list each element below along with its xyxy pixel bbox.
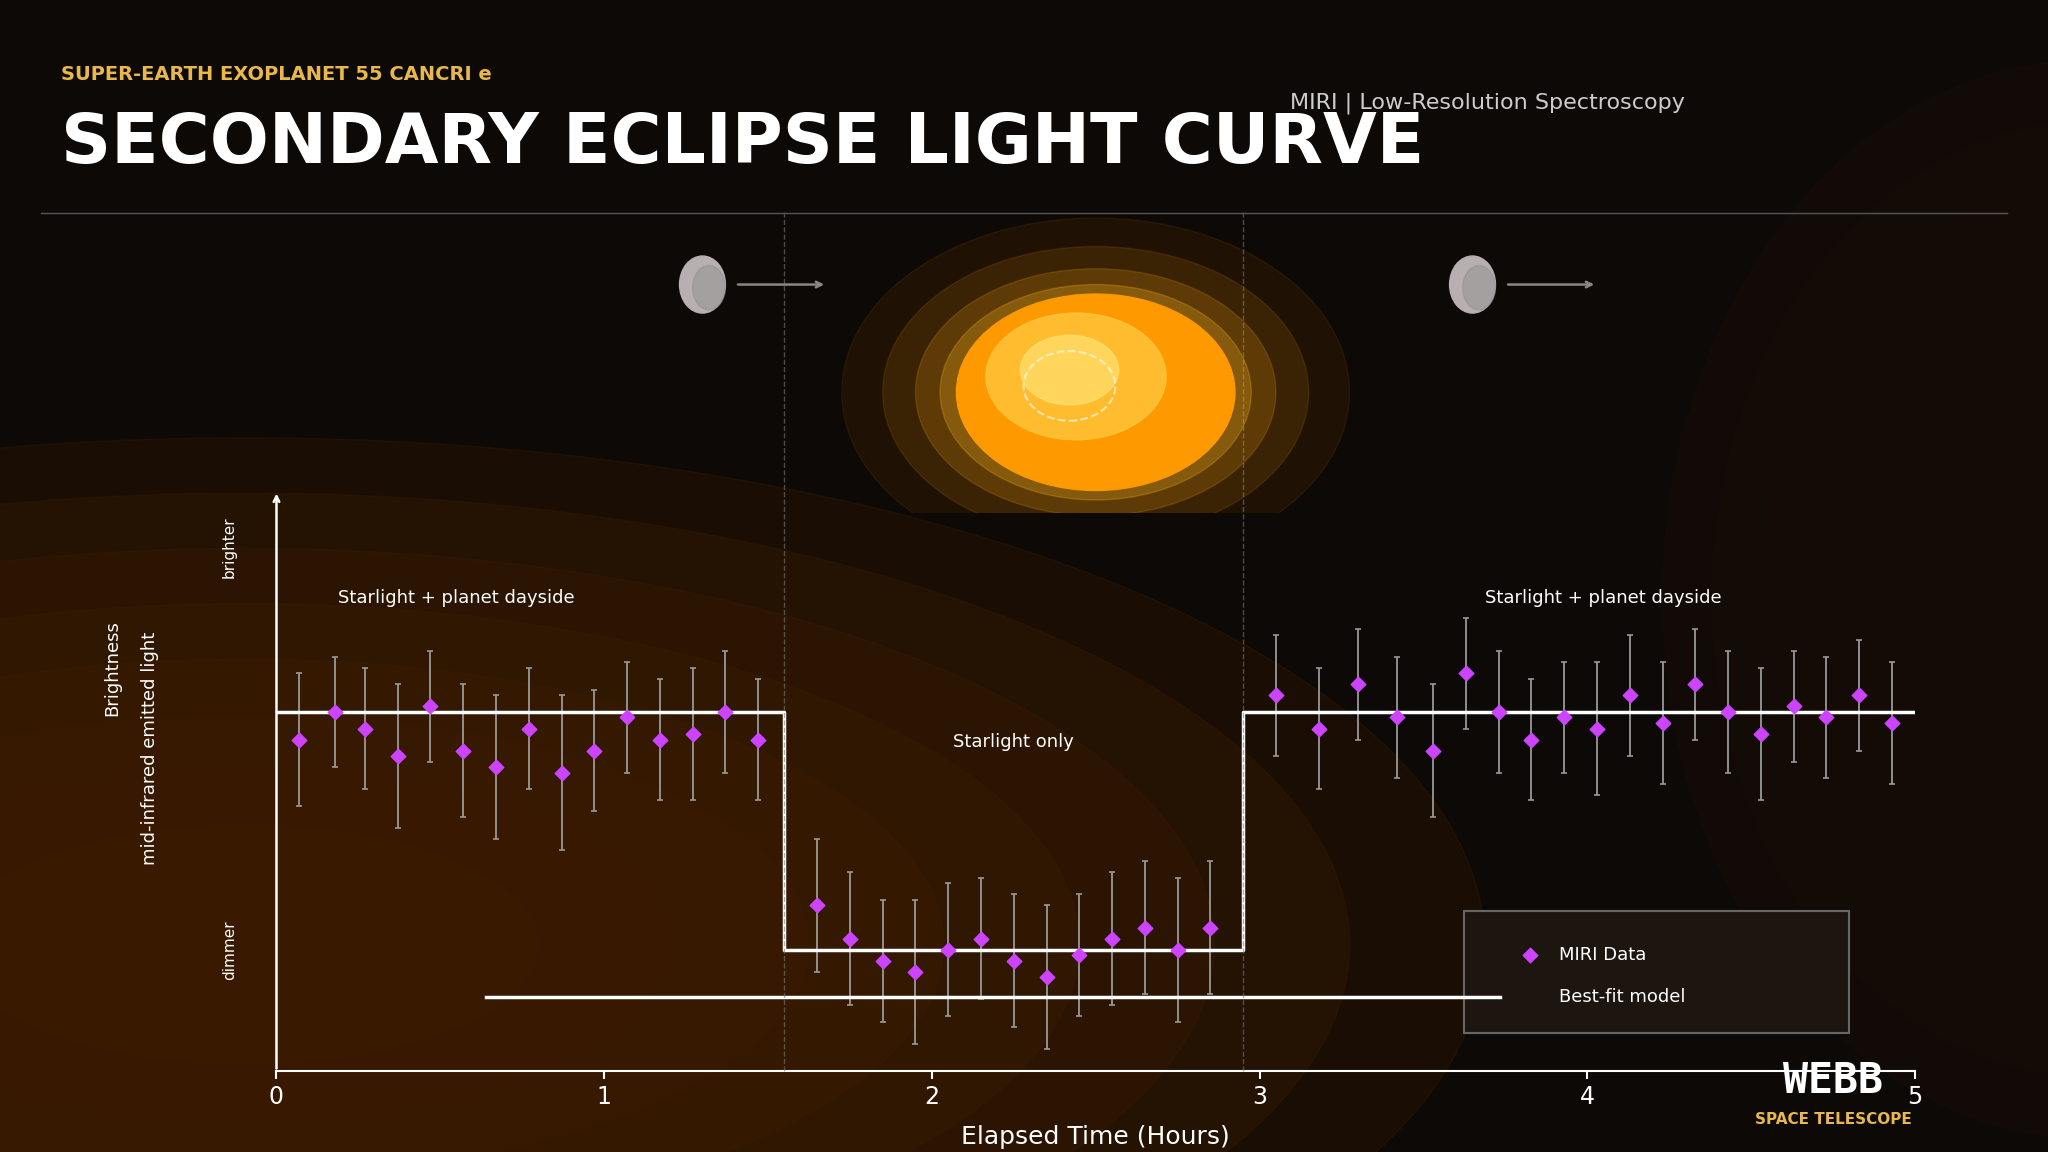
Point [1745, 725, 1778, 743]
Text: brighter: brighter [221, 516, 238, 578]
Ellipse shape [0, 493, 1350, 1152]
Point [283, 730, 315, 749]
Ellipse shape [0, 714, 809, 1152]
Point [1516, 730, 1548, 749]
Point [578, 742, 610, 760]
Point [1483, 703, 1516, 721]
Text: Brightness: Brightness [104, 620, 121, 717]
Point [1843, 687, 1876, 705]
Ellipse shape [1860, 309, 2048, 889]
Point [709, 703, 741, 721]
Point [1810, 708, 1843, 727]
Text: SPACE TELESCOPE: SPACE TELESCOPE [1755, 1112, 1911, 1128]
Ellipse shape [0, 438, 1485, 1152]
Point [381, 746, 414, 765]
Point [1614, 687, 1647, 705]
Ellipse shape [0, 604, 1079, 1152]
Point [512, 719, 545, 737]
Point [1778, 697, 1810, 715]
Point [1030, 968, 1063, 986]
Point [1096, 930, 1128, 948]
Text: SECONDARY ECLIPSE LIGHT CURVE: SECONDARY ECLIPSE LIGHT CURVE [61, 111, 1425, 177]
Point [348, 719, 381, 737]
Text: WEBB: WEBB [1784, 1060, 1882, 1101]
Text: dimmer: dimmer [221, 920, 238, 980]
Ellipse shape [692, 266, 725, 310]
FancyBboxPatch shape [1464, 911, 1849, 1032]
Point [1647, 714, 1679, 733]
Point [643, 730, 676, 749]
Point [965, 930, 997, 948]
Point [741, 730, 774, 749]
Point [1341, 675, 1374, 694]
Point [1876, 714, 1909, 733]
Text: SUPER-EARTH EXOPLANET 55 CANCRI e: SUPER-EARTH EXOPLANET 55 CANCRI e [61, 66, 492, 84]
Point [446, 742, 479, 760]
Point [997, 952, 1030, 970]
Text: MIRI | Low-Resolution Spectroscopy: MIRI | Low-Resolution Spectroscopy [1290, 93, 1686, 114]
Point [479, 758, 512, 776]
Point [1712, 703, 1745, 721]
Point [1128, 918, 1161, 937]
Point [319, 703, 352, 721]
Ellipse shape [985, 313, 1165, 440]
Ellipse shape [0, 770, 674, 1120]
Text: mid-infrared emitted light: mid-infrared emitted light [141, 632, 158, 865]
Ellipse shape [680, 256, 725, 313]
Text: Best-fit model: Best-fit model [1559, 987, 1686, 1006]
Text: Starlight + planet dayside: Starlight + planet dayside [338, 589, 575, 607]
Point [866, 952, 899, 970]
Ellipse shape [915, 268, 1276, 516]
Ellipse shape [1462, 266, 1495, 310]
Ellipse shape [940, 285, 1251, 500]
Point [801, 896, 834, 915]
Point [1260, 687, 1292, 705]
Point [1548, 708, 1581, 727]
Ellipse shape [0, 548, 1214, 1152]
Ellipse shape [842, 218, 1350, 567]
Point [510, 946, 543, 964]
Ellipse shape [1450, 256, 1495, 313]
Ellipse shape [956, 294, 1235, 491]
Ellipse shape [883, 247, 1309, 538]
Point [1450, 664, 1483, 682]
Ellipse shape [1712, 122, 2048, 1076]
Text: Starlight only: Starlight only [952, 733, 1075, 751]
Point [932, 940, 965, 958]
Point [610, 708, 643, 727]
Ellipse shape [0, 659, 944, 1152]
Point [1063, 946, 1096, 964]
Point [1303, 719, 1335, 737]
Point [1380, 708, 1413, 727]
Ellipse shape [1020, 335, 1118, 404]
Ellipse shape [1663, 60, 2048, 1138]
Point [1679, 675, 1712, 694]
Point [1417, 742, 1450, 760]
Ellipse shape [1761, 184, 2048, 1014]
Text: Starlight + planet dayside: Starlight + planet dayside [1485, 589, 1722, 607]
Point [1161, 940, 1194, 958]
Ellipse shape [1909, 371, 2048, 827]
Point [545, 764, 578, 782]
Text: MIRI Data: MIRI Data [1559, 946, 1647, 964]
Point [899, 963, 932, 982]
X-axis label: Elapsed Time (Hours): Elapsed Time (Hours) [961, 1126, 1231, 1150]
Point [834, 930, 866, 948]
Point [1194, 918, 1227, 937]
Point [414, 697, 446, 715]
Point [1581, 719, 1614, 737]
Ellipse shape [1810, 247, 2048, 952]
Point [676, 725, 709, 743]
